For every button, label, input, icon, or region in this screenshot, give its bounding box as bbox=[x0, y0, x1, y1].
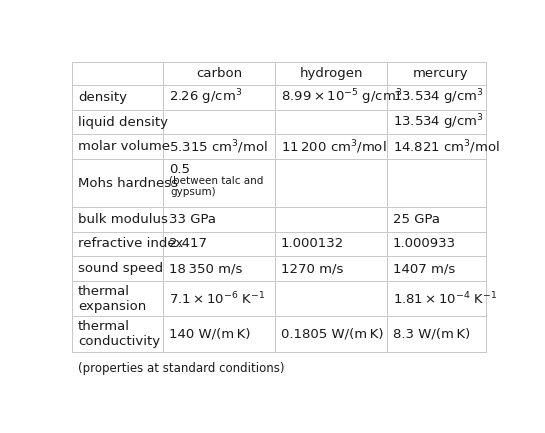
Text: 2.417: 2.417 bbox=[168, 237, 207, 250]
Text: $8.99\times10^{-5}$ g/cm$^3$: $8.99\times10^{-5}$ g/cm$^3$ bbox=[281, 88, 402, 107]
Text: sound speed: sound speed bbox=[78, 262, 163, 275]
Text: thermal
conductivity: thermal conductivity bbox=[78, 320, 160, 348]
Text: hydrogen: hydrogen bbox=[299, 67, 363, 80]
Text: (properties at standard conditions): (properties at standard conditions) bbox=[78, 362, 284, 375]
Text: density: density bbox=[78, 91, 127, 104]
Text: thermal
expansion: thermal expansion bbox=[78, 284, 146, 313]
Text: 1.000132: 1.000132 bbox=[281, 237, 344, 250]
Text: 1.000933: 1.000933 bbox=[392, 237, 456, 250]
Text: 13.534 g/cm$^3$: 13.534 g/cm$^3$ bbox=[392, 113, 483, 132]
Text: Mohs hardness: Mohs hardness bbox=[78, 177, 178, 190]
Text: 1270 m/s: 1270 m/s bbox=[281, 262, 343, 275]
Text: $1.81\times10^{-4}$ K$^{-1}$: $1.81\times10^{-4}$ K$^{-1}$ bbox=[392, 291, 496, 307]
Text: 140 W/(m K): 140 W/(m K) bbox=[168, 328, 250, 341]
Text: 11 200 cm$^3$/mol: 11 200 cm$^3$/mol bbox=[281, 138, 386, 155]
Text: 13.534 g/cm$^3$: 13.534 g/cm$^3$ bbox=[392, 88, 483, 107]
Text: carbon: carbon bbox=[196, 67, 242, 80]
Text: 18 350 m/s: 18 350 m/s bbox=[168, 262, 242, 275]
Text: 8.3 W/(m K): 8.3 W/(m K) bbox=[392, 328, 470, 341]
Text: gypsum): gypsum) bbox=[171, 187, 216, 197]
Text: molar volume: molar volume bbox=[78, 140, 170, 153]
Text: 25 GPa: 25 GPa bbox=[392, 213, 439, 226]
Text: (between talc and: (between talc and bbox=[168, 176, 263, 186]
Text: 5.315 cm$^3$/mol: 5.315 cm$^3$/mol bbox=[168, 138, 268, 155]
Text: mercury: mercury bbox=[413, 67, 469, 80]
Text: 2.26 g/cm$^3$: 2.26 g/cm$^3$ bbox=[168, 88, 242, 107]
Text: liquid density: liquid density bbox=[78, 116, 168, 129]
Text: 14.821 cm$^3$/mol: 14.821 cm$^3$/mol bbox=[392, 138, 499, 155]
Text: 0.5: 0.5 bbox=[168, 163, 190, 176]
Text: 1407 m/s: 1407 m/s bbox=[392, 262, 455, 275]
Text: refractive index: refractive index bbox=[78, 237, 183, 250]
Text: bulk modulus: bulk modulus bbox=[78, 213, 168, 226]
Text: 33 GPa: 33 GPa bbox=[168, 213, 216, 226]
Text: 0.1805 W/(m K): 0.1805 W/(m K) bbox=[281, 328, 383, 341]
Text: $7.1\times10^{-6}$ K$^{-1}$: $7.1\times10^{-6}$ K$^{-1}$ bbox=[168, 291, 265, 307]
